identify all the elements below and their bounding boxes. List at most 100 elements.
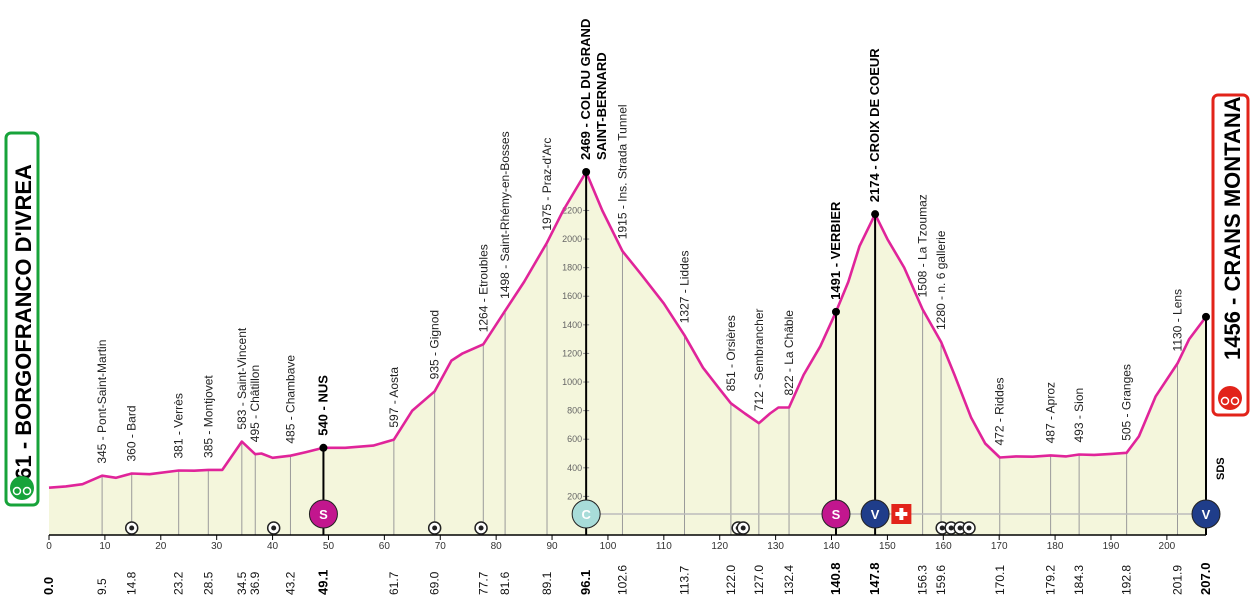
x-tick-label: 30 [211,541,223,552]
km-label: 179.2 [1044,565,1058,595]
x-tick-label: 0 [46,541,52,552]
altitude-tick-label: 400 [567,463,582,473]
x-tick-label: 100 [600,541,617,552]
km-label: 61.7 [387,571,401,595]
climb-marker-icon [1191,499,1221,529]
place-label: 712 - Sembrancher [752,308,766,411]
place-label: 583 - Saint-Vincent [235,327,249,430]
km-label: 192.8 [1120,565,1134,595]
finish-dot [1202,312,1210,321]
tunnel-icon-core [129,525,135,531]
km-label: 77.7 [476,571,490,595]
finish-bike-icon [1218,386,1242,410]
place-label: 1264 - Etroubles [476,244,490,332]
place-label: 1491 - VERBIER [828,201,843,300]
x-tick-label: 180 [1047,541,1064,552]
climb-marker-icon [571,499,601,529]
place-label: 822 - La Châble [782,310,796,396]
swiss-flag-cross-h [895,512,908,516]
x-tick-label: 160 [935,541,952,552]
place-label: 1498 - Saint-Rhémy-en-Bosses [498,131,512,298]
x-tick-label: 110 [656,541,672,552]
marker-letter: V [871,507,880,522]
place-label: 1915 - Ins. Strada Tunnel [615,104,629,239]
altitude-tick-label: 2200 [562,205,582,215]
altitude-tick-label: 1000 [562,377,582,387]
tunnel-icon-core [432,525,438,531]
x-tick-label: 80 [491,541,503,552]
place-label: 360 - Bard [125,405,139,461]
tunnel-icon-core [740,525,746,531]
km-label: 113.7 [678,566,692,595]
altitude-tick-label: 600 [567,434,582,444]
km-label: 184.3 [1072,565,1086,595]
x-tick-label: 130 [767,541,784,552]
start-box [4,131,40,507]
x-tick-label: 200 [1159,541,1176,552]
place-label: 385 - Montjovet [201,375,215,458]
x-tick-label: 140 [823,541,840,552]
x-tick-label: 70 [435,541,447,552]
km-label: 69.0 [428,571,442,595]
x-tick-label: 170 [991,541,1008,552]
marker-letter: S [832,507,841,522]
marker-letter: S [319,507,328,522]
km-label: 49.1 [315,570,330,595]
km-label: 170.1 [993,565,1007,595]
x-tick-label: 150 [879,541,896,552]
altitude-tick-label: 2000 [562,234,582,244]
km-label: 34.5 [235,571,249,595]
place-label: 495 - Châtillon [248,365,262,442]
km-label: 140.8 [828,562,843,595]
place-label: 345 - Pont-Saint-Martin [95,340,109,464]
tunnel-icon-core [966,525,972,531]
place-label: 505 - Granges [1120,364,1134,441]
km-label: 156.3 [916,565,930,595]
place-label: 2174 - CROIX DE COEUR [867,48,882,202]
km-label: 9.5 [95,578,109,595]
finish-box [1211,93,1250,417]
place-label: 1130 - Lens [1170,289,1184,352]
tunnel-icon-core [948,525,954,531]
place-label: 1508 - La Tzoumaz [916,194,930,297]
km-label: 28.5 [201,571,215,595]
x-tick-label: 190 [1103,541,1120,552]
altitude-tick-label: 1200 [562,348,582,358]
place-label: 472 - Riddes [993,377,1007,445]
marker-letter: V [1202,507,1211,522]
climb-marker-icon [860,499,890,529]
km-label: 43.2 [283,571,297,595]
finish-label: 1456 - CRANS MONTANA [1220,96,1245,360]
altitude-tick-label: 1800 [562,263,582,273]
key-point-dot [871,210,880,219]
marker-letter: C [581,507,591,522]
place-label: 935 - Gignod [428,310,442,379]
sprint-marker-icon [308,499,338,529]
key-point-dot [582,168,591,176]
km-label: 0.0 [41,577,56,595]
place-label: 485 - Chambave [283,355,297,444]
altitude-tick-label: 1400 [562,320,582,330]
km-label: 201.9 [1170,565,1184,595]
altitude-tick-label: 200 [567,491,582,501]
place-label: 597 - Aosta [387,367,401,428]
km-label: 23.2 [172,571,186,595]
x-tick-label: 60 [379,541,391,552]
km-label: 36.9 [248,571,262,595]
km-label: 159.6 [934,565,948,595]
place-label: 2469 - COL DU GRAND [578,19,593,160]
km-label: 127.0 [752,565,766,595]
tunnel-icon-core [957,525,963,531]
tunnel-icon-core [271,525,277,531]
key-point-dot [319,443,328,452]
km-label: 89.1 [540,571,554,595]
place-label: 1327 - Liddes [678,251,692,324]
place-label: 1975 - Praz-d'Arc [540,138,554,231]
km-label: 132.4 [782,565,796,595]
elevation-profile-line [48,170,1208,489]
start-bike-icon [10,476,34,500]
finish-bike-wheel [1230,396,1240,406]
x-tick-label: 50 [323,541,335,552]
